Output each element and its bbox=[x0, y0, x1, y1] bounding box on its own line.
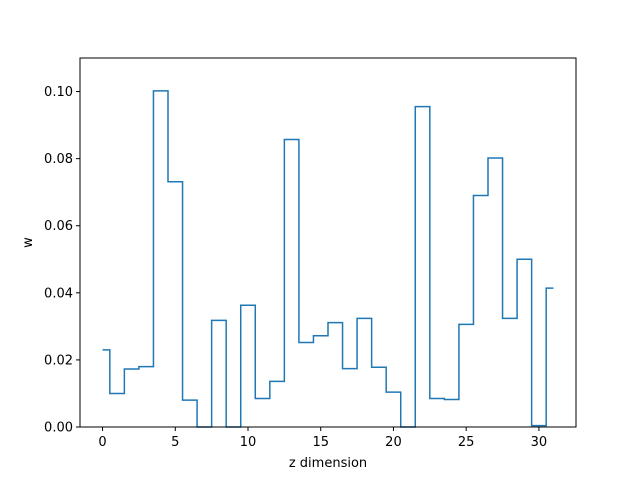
x-tick-label: 25 bbox=[458, 435, 475, 450]
series-layer bbox=[102, 90, 554, 428]
x-ticks: 0 5 10 15 20 25 30 bbox=[98, 427, 547, 450]
x-tick-label: 15 bbox=[312, 435, 329, 450]
y-ticks: 0.00 0.02 0.04 0.06 0.08 0.10 bbox=[44, 85, 80, 436]
series-line-0 bbox=[102, 90, 554, 428]
x-tick-label: 5 bbox=[171, 435, 179, 450]
y-tick-label: 0.06 bbox=[44, 219, 73, 234]
x-tick-label: 10 bbox=[240, 435, 257, 450]
x-tick-label: 30 bbox=[531, 435, 548, 450]
y-tick-label: 0.00 bbox=[44, 421, 73, 436]
y-axis-label: w bbox=[21, 237, 36, 248]
x-tick-label: 0 bbox=[98, 435, 106, 450]
y-tick-label: 0.02 bbox=[44, 353, 73, 368]
axes-frame bbox=[79, 57, 577, 428]
y-tick-label: 0.04 bbox=[44, 286, 73, 301]
y-tick-label: 0.08 bbox=[44, 152, 73, 167]
x-tick-label: 20 bbox=[385, 435, 402, 450]
plot-area bbox=[80, 58, 576, 427]
x-axis-label: z dimension bbox=[289, 456, 367, 471]
y-tick-label: 0.10 bbox=[44, 85, 73, 100]
